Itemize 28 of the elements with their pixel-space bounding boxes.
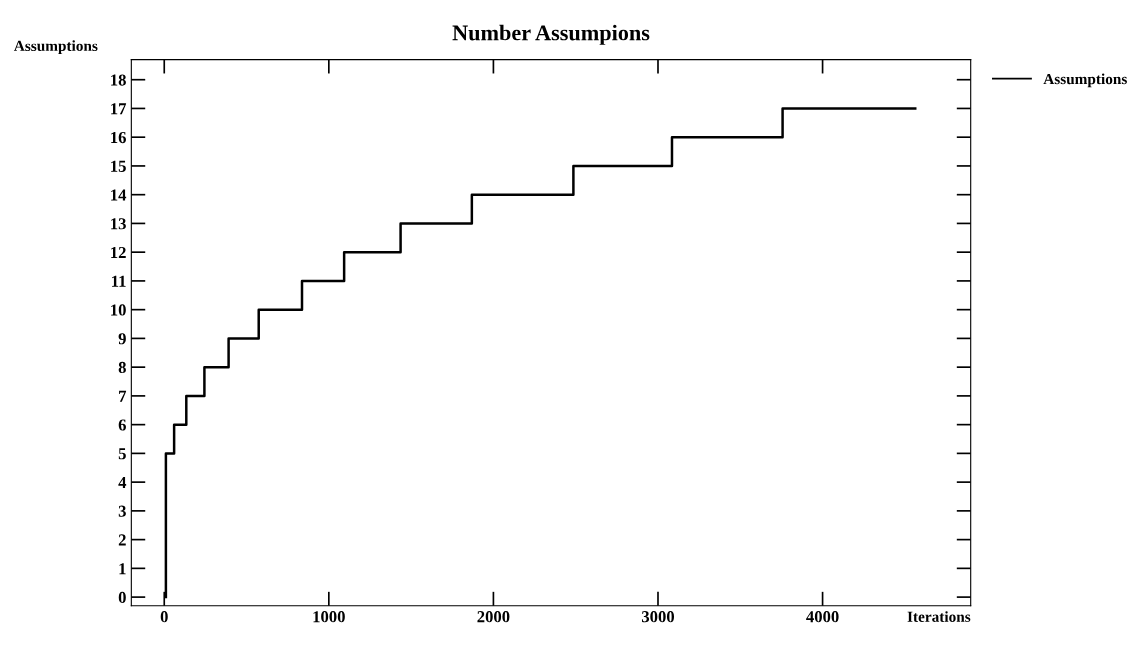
x-tick-label: 1000: [313, 611, 345, 623]
y-tick-label: 7: [119, 390, 127, 402]
chart-title: Number Assumpions: [452, 24, 650, 45]
y-tick-label: 2: [118, 534, 126, 546]
y-tick-label: 9: [118, 333, 126, 345]
x-tick-label: 3000: [641, 611, 675, 623]
y-axis-title: Assumptions: [13, 40, 98, 55]
y-tick-label: 1: [119, 563, 126, 575]
legend-label: Assumptions: [1043, 73, 1127, 88]
y-tick-label: 12: [111, 246, 126, 258]
y-tick-label: 3: [118, 505, 126, 517]
y-tick-label: 13: [111, 218, 126, 230]
y-tick-label: 14: [111, 189, 127, 201]
y-tick-label: 15: [111, 160, 126, 172]
y-tick-label: 16: [111, 131, 126, 144]
y-tick-label: 5: [118, 448, 126, 460]
y-tick-label: 4: [118, 476, 127, 488]
x-axis-title: Iterations: [907, 611, 971, 622]
y-tick-label: 17: [111, 103, 127, 115]
y-tick-label: 11: [112, 275, 126, 287]
x-tick-label: 0: [160, 611, 168, 623]
x-tick-label: 4000: [806, 611, 839, 623]
y-tick-label: 6: [118, 419, 126, 431]
x-tick-label: 2000: [477, 611, 510, 623]
y-tick-label: 10: [111, 304, 126, 316]
y-tick-label: 0: [118, 591, 126, 604]
y-tick-label: 8: [118, 361, 126, 374]
y-tick-label: 18: [111, 74, 126, 86]
